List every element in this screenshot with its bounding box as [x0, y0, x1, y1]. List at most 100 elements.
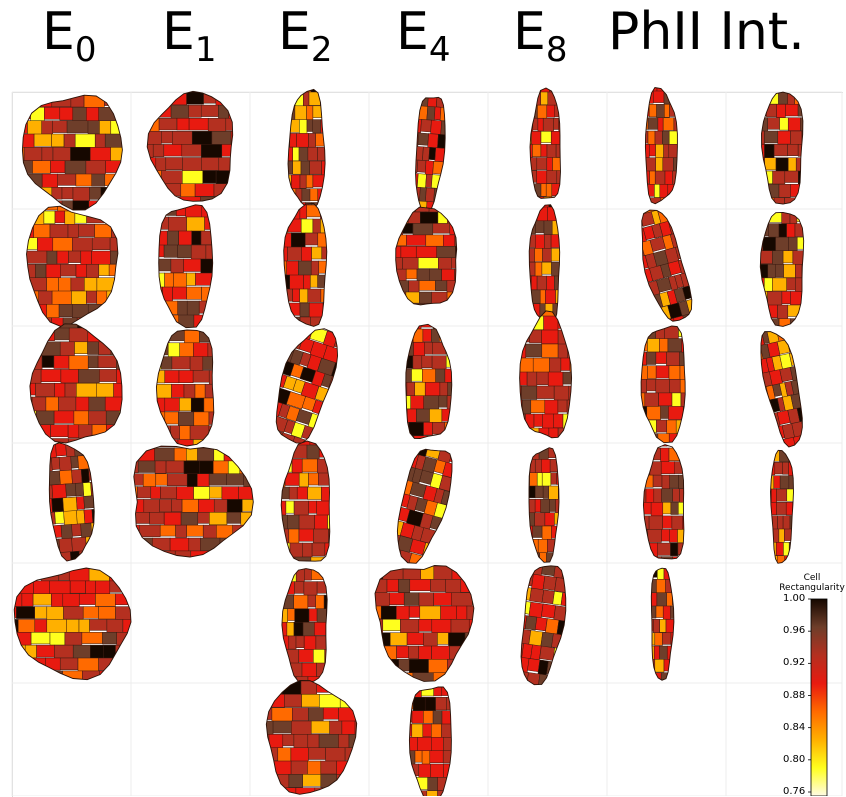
cell: [165, 460, 185, 474]
cell: [160, 486, 177, 499]
cell: [532, 144, 542, 157]
cell: [662, 632, 672, 645]
cell: [666, 351, 680, 367]
cell: [283, 316, 287, 327]
cell: [775, 542, 784, 556]
cell: [405, 268, 418, 280]
cell: [788, 462, 794, 477]
cell: [405, 395, 411, 410]
organism-panel: [265, 680, 358, 795]
cell: [534, 248, 543, 262]
cell: [58, 537, 73, 554]
cell: [277, 571, 289, 586]
cell: [56, 250, 69, 264]
cell: [191, 230, 202, 246]
cell: [647, 365, 657, 379]
cell: [555, 144, 561, 158]
cell: [64, 160, 87, 177]
cell: [437, 790, 451, 796]
colorbar-title-line2: Rectangularity: [779, 583, 845, 593]
cell: [197, 512, 210, 524]
cell: [412, 159, 419, 174]
cell: [314, 514, 328, 531]
cell: [662, 515, 673, 529]
organism-outline: [408, 686, 452, 796]
cell: [87, 341, 99, 355]
cell: [229, 91, 233, 107]
cell: [412, 328, 424, 343]
cell: [140, 210, 160, 224]
cell: [321, 554, 329, 567]
cell: [59, 341, 75, 357]
cell: [337, 568, 349, 580]
cell: [643, 461, 651, 476]
cell: [272, 720, 292, 734]
cell: [801, 184, 803, 199]
cell: [462, 212, 478, 222]
cell: [299, 302, 310, 317]
cell: [110, 120, 123, 136]
cell: [654, 659, 665, 673]
cell: [464, 632, 474, 646]
cell: [461, 281, 475, 292]
cell: [63, 510, 78, 526]
cell: [450, 790, 452, 796]
cell: [281, 568, 286, 584]
cell: [455, 315, 465, 327]
cell: [405, 355, 414, 369]
cell: [341, 720, 356, 737]
cell: [16, 606, 36, 619]
cell: [332, 120, 342, 132]
cell: [29, 382, 36, 396]
cell: [70, 147, 91, 163]
cell: [288, 91, 296, 107]
cell: [671, 205, 688, 206]
cell: [164, 370, 180, 384]
cell: [526, 371, 538, 388]
cell: [99, 452, 115, 466]
cell: [455, 329, 465, 343]
cell: [299, 174, 307, 189]
cell: [105, 568, 124, 570]
cell: [408, 605, 421, 618]
cell: [221, 217, 236, 233]
cell: [443, 519, 460, 538]
cell: [530, 91, 536, 107]
cell: [564, 635, 573, 651]
cell: [99, 200, 110, 211]
cell: [804, 446, 811, 450]
cell: [532, 525, 543, 538]
cell: [226, 473, 244, 486]
cell: [470, 258, 483, 270]
cell: [656, 686, 664, 701]
cell: [71, 469, 83, 486]
organism-outline: [770, 449, 794, 564]
cell: [760, 236, 764, 253]
cell: [29, 438, 32, 443]
cell: [761, 130, 765, 145]
cell: [667, 338, 682, 352]
cell: [566, 442, 582, 455]
cell: [218, 157, 233, 173]
cell: [782, 515, 791, 531]
cell: [679, 379, 686, 394]
cell: [316, 500, 330, 516]
cell: [51, 457, 61, 471]
cell: [784, 170, 799, 183]
cell: [208, 446, 221, 450]
organism-panel: [761, 91, 819, 205]
cell: [149, 512, 165, 525]
cell: [443, 763, 452, 780]
cell: [808, 118, 819, 132]
cell: [646, 379, 657, 392]
cell: [92, 684, 112, 698]
cell: [645, 197, 651, 204]
cell: [166, 473, 188, 486]
cell: [564, 276, 571, 289]
cell: [395, 234, 407, 247]
cell: [74, 210, 87, 224]
cell: [317, 146, 326, 161]
cell: [456, 697, 469, 709]
cell: [180, 512, 199, 526]
colorbar-gradient: [810, 598, 828, 796]
